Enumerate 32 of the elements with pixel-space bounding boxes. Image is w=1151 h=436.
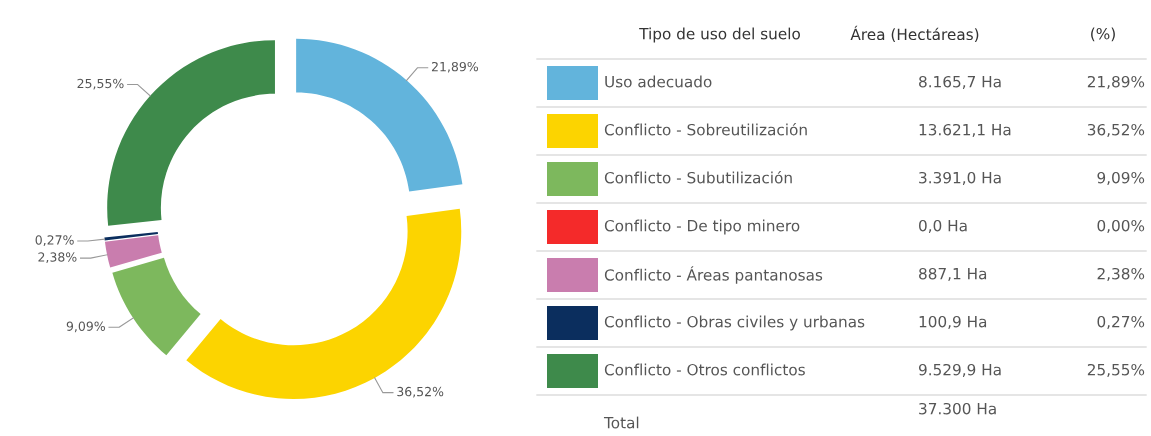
text: 9.529,9 Ha bbox=[918, 363, 1001, 377]
text: 3.391,0 Ha bbox=[919, 171, 1001, 185]
text: 37.300 Ha bbox=[919, 402, 996, 415]
text: (%) bbox=[1091, 27, 1115, 42]
text: Tipo de uso del suelo bbox=[639, 27, 800, 43]
text: 0,00% bbox=[1097, 219, 1145, 233]
legend-label: Conflicto - Sobreutilización bbox=[604, 123, 807, 136]
text: 9,09% bbox=[1097, 171, 1145, 185]
text: 0,0 Ha bbox=[919, 219, 967, 233]
text: 25,55% bbox=[1087, 363, 1145, 377]
legend-label: Conflicto - Áreas pantanosas bbox=[604, 266, 823, 284]
legend-label: Conflicto - Otros conflictos bbox=[604, 363, 805, 376]
data-label: 9,09% bbox=[66, 321, 105, 333]
data-label: 36,52% bbox=[397, 386, 444, 398]
legend-label: Conflicto - De tipo minero bbox=[604, 219, 800, 235]
text: 21,89% bbox=[1087, 75, 1145, 89]
data-label: 2,38% bbox=[38, 252, 77, 264]
legend-label: Uso adecuado bbox=[605, 75, 712, 88]
text: 36,52% bbox=[1087, 123, 1145, 137]
text: 8.165,7 Ha bbox=[919, 75, 1001, 89]
data-label: 25,55% bbox=[77, 78, 124, 90]
text: 100,9 Ha bbox=[919, 315, 987, 329]
text: 13.621,1 Ha bbox=[919, 123, 1011, 137]
text: 0,27% bbox=[1097, 315, 1145, 329]
legend-label: Conflicto - Subutilización bbox=[604, 171, 792, 184]
data-label: 21,89% bbox=[431, 61, 479, 73]
legend-label: Conflicto - Obras civiles y urbanas bbox=[604, 315, 865, 331]
data-label: 0,27% bbox=[35, 235, 74, 246]
text: 887,1 Ha bbox=[919, 267, 987, 281]
text: Área (Hectáreas) bbox=[850, 25, 979, 42]
text: Total bbox=[603, 416, 639, 429]
text: 2,38% bbox=[1097, 267, 1145, 281]
